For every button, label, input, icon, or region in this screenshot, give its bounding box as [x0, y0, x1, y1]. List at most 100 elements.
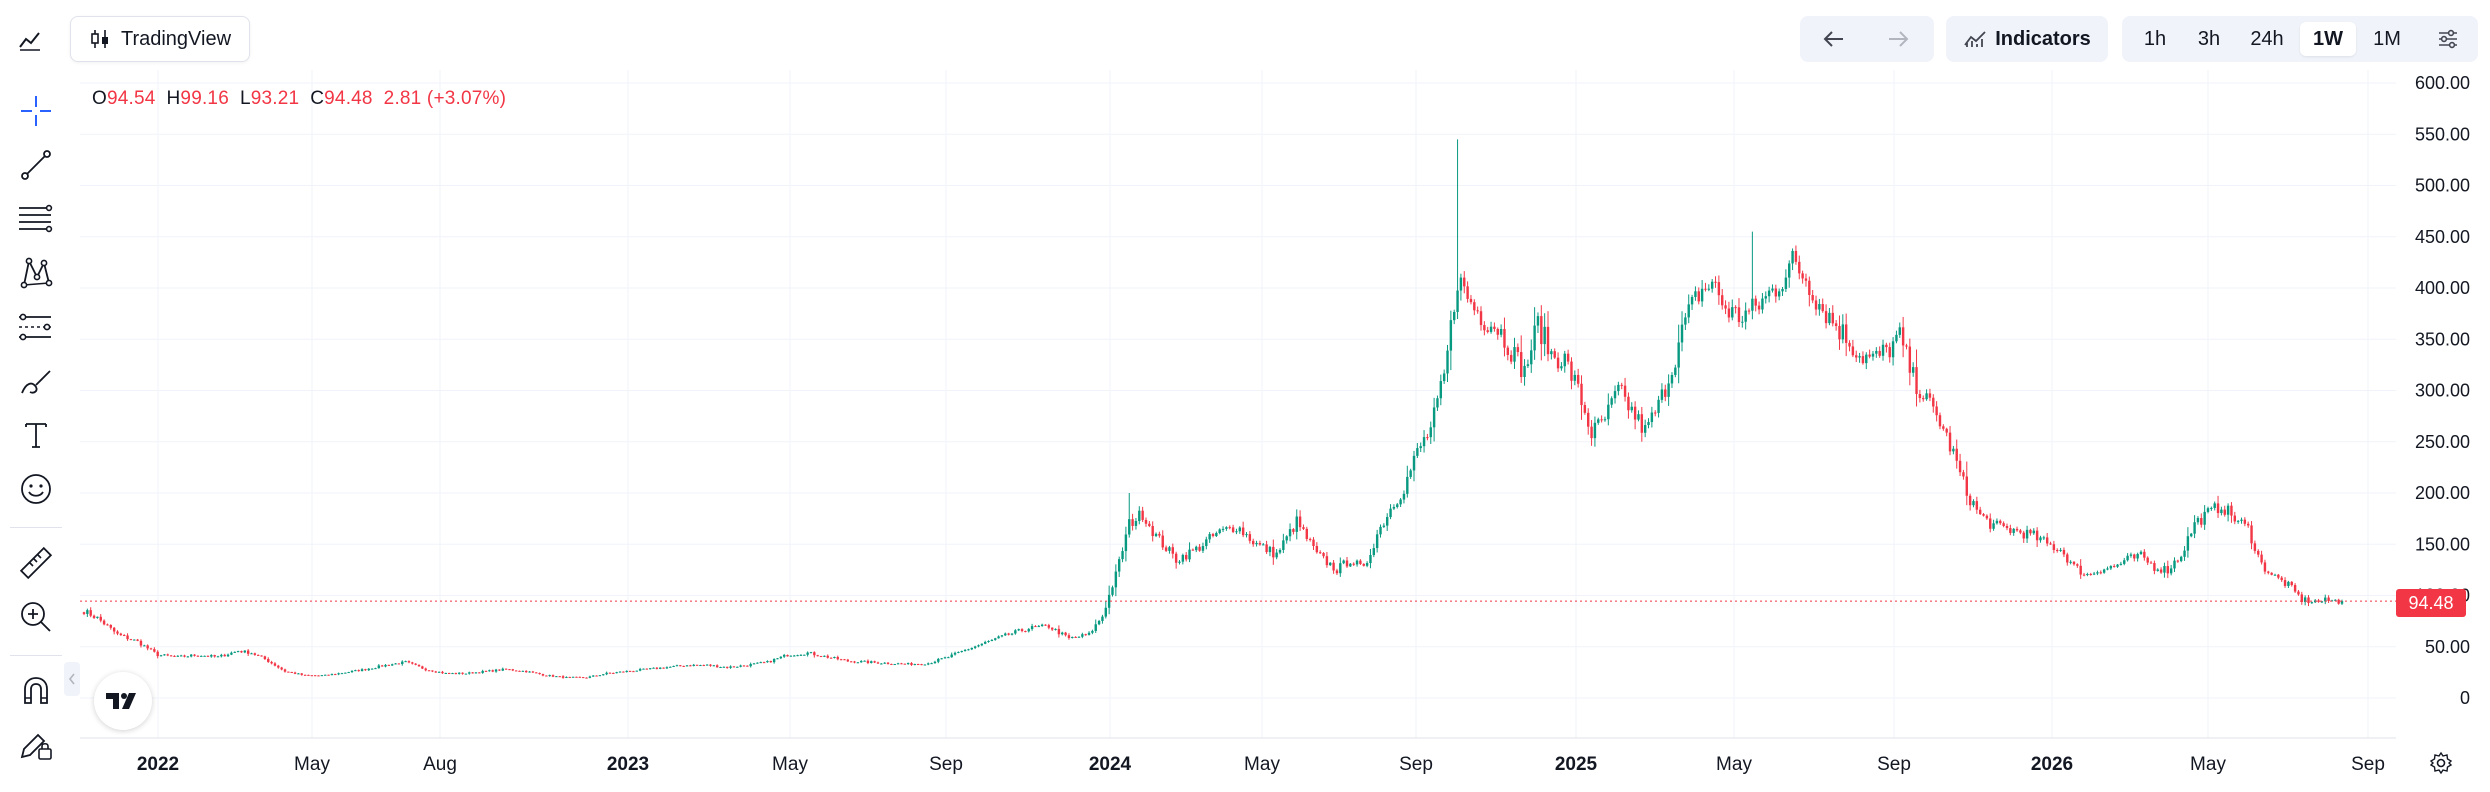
timeframe-1w[interactable]: 1W: [2300, 22, 2356, 56]
measure-tool[interactable]: [14, 541, 58, 585]
candle-body: [1566, 353, 1570, 362]
pattern-tool[interactable]: [14, 251, 58, 295]
candle-body: [568, 676, 571, 678]
chart-type-button[interactable]: [10, 20, 50, 60]
candle-body: [2287, 581, 2290, 586]
brush-tool[interactable]: [14, 359, 58, 403]
candle-body: [699, 665, 702, 667]
candle-body: [2226, 505, 2230, 515]
candle-body: [1543, 326, 1546, 345]
timeframe-24h[interactable]: 24h: [2250, 27, 2284, 50]
collapse-toolbar-button[interactable]: [64, 662, 80, 696]
indicators-button[interactable]: Indicators: [1946, 16, 2108, 62]
candle-body: [923, 664, 927, 666]
candle-body: [2240, 519, 2243, 521]
candle-body: [729, 666, 732, 668]
candle-body: [424, 668, 427, 671]
candle-body: [1453, 311, 1456, 321]
candle-body: [2133, 554, 2136, 559]
candle-body: [1654, 412, 1657, 414]
candle-body: [1308, 538, 1312, 540]
candle-body: [1007, 633, 1010, 635]
fib-retracement-tool[interactable]: [14, 197, 58, 241]
candle-body: [987, 640, 990, 642]
candle-body: [648, 668, 652, 670]
zoom-in-tool[interactable]: [14, 595, 58, 639]
candle-body: [1114, 571, 1118, 588]
timeframe-1m[interactable]: 1M: [2373, 27, 2401, 50]
candle-body: [615, 672, 618, 674]
candle-body: [461, 672, 464, 674]
candle-body: [2327, 597, 2330, 601]
candle-body: [427, 670, 431, 672]
trend-line-tool[interactable]: [14, 143, 58, 187]
candle-body: [1077, 636, 1081, 638]
candle-body: [166, 654, 169, 656]
candle-body: [2183, 550, 2186, 557]
candle-body: [1278, 550, 1282, 553]
candle-body: [1657, 399, 1660, 413]
candle-body: [112, 627, 116, 632]
candle-body: [2096, 572, 2099, 574]
candle-body: [122, 635, 126, 637]
candle-body: [1620, 384, 1623, 386]
candle-body: [1181, 554, 1185, 562]
top-toolbar: TradingView Indicators 1h 3h 24h 1W 1M: [0, 0, 2490, 78]
candle-body: [146, 645, 149, 649]
candle-body: [2233, 515, 2237, 522]
candle-body: [1533, 325, 1536, 351]
candle-body: [1439, 381, 1443, 399]
candle-body: [1905, 345, 1908, 347]
candle-body: [669, 666, 672, 668]
emoji-tool[interactable]: [14, 467, 58, 511]
candle-body: [447, 672, 451, 674]
candle-body: [1774, 288, 1778, 297]
time-axis[interactable]: 2022 May Aug 2023 May Sep 2024 May Sep 2025 May Sep…: [137, 754, 2385, 775]
candle-body: [890, 663, 893, 665]
candle-body: [766, 660, 769, 663]
candle-body: [1808, 280, 1811, 296]
candle-body: [1111, 587, 1114, 595]
candle-body: [937, 658, 940, 662]
candle-body: [310, 675, 314, 677]
redo-button[interactable]: [1876, 22, 1920, 56]
candle-body: [1332, 562, 1335, 571]
candle-body: [317, 675, 320, 677]
undo-button[interactable]: [1812, 22, 1856, 56]
tradingview-chart-button[interactable]: TradingView: [70, 16, 250, 62]
candle-body: [1010, 633, 1014, 635]
candle-body: [1416, 448, 1419, 456]
candle-body: [1570, 361, 1573, 381]
candle-body: [1972, 501, 1975, 506]
time-tick-label: 2024: [1089, 754, 1132, 775]
candle-body: [1530, 350, 1533, 365]
candle-body: [1030, 626, 1034, 630]
candle-body: [1067, 635, 1071, 638]
projection-tool[interactable]: [14, 305, 58, 349]
candle-body: [1262, 544, 1265, 546]
candle-body: [598, 675, 602, 677]
candle-body: [973, 646, 977, 648]
text-tool[interactable]: [14, 413, 58, 457]
price-tick-label: 0: [2460, 688, 2470, 708]
crosshair-tool[interactable]: [14, 89, 58, 133]
candle-body: [1020, 629, 1024, 632]
projection-icon: [19, 313, 51, 341]
candle-body: [769, 660, 772, 663]
candle-body: [468, 672, 471, 674]
candle-body: [1509, 354, 1513, 362]
magnet-tool[interactable]: [14, 669, 58, 713]
tradingview-logo[interactable]: [94, 672, 152, 730]
candle-body: [1734, 307, 1737, 309]
timeframe-1h[interactable]: 1h: [2143, 27, 2167, 50]
timezone-settings-button[interactable]: [2424, 746, 2458, 780]
chart-settings-button[interactable]: [2426, 22, 2470, 56]
lock-drawings-tool[interactable]: [14, 723, 58, 767]
candle-body: [173, 655, 176, 657]
timeframe-3h[interactable]: 3h: [2197, 27, 2221, 50]
candle-body: [1911, 367, 1915, 373]
candle-body: [1506, 347, 1510, 355]
candle-body: [1312, 539, 1315, 547]
candle-body: [1821, 304, 1824, 312]
